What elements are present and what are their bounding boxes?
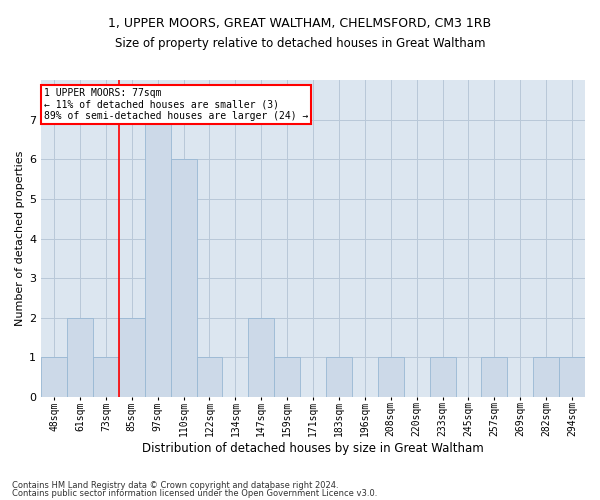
Text: Contains HM Land Registry data © Crown copyright and database right 2024.: Contains HM Land Registry data © Crown c… <box>12 480 338 490</box>
Text: Contains public sector information licensed under the Open Government Licence v3: Contains public sector information licen… <box>12 489 377 498</box>
Bar <box>93 358 119 397</box>
Bar <box>119 318 145 397</box>
Bar <box>430 358 455 397</box>
Bar <box>481 358 508 397</box>
Text: Size of property relative to detached houses in Great Waltham: Size of property relative to detached ho… <box>115 38 485 51</box>
Bar <box>378 358 404 397</box>
Bar <box>533 358 559 397</box>
Text: 1 UPPER MOORS: 77sqm
← 11% of detached houses are smaller (3)
89% of semi-detach: 1 UPPER MOORS: 77sqm ← 11% of detached h… <box>44 88 308 121</box>
Bar <box>170 160 197 397</box>
Y-axis label: Number of detached properties: Number of detached properties <box>15 151 25 326</box>
Bar <box>145 120 170 397</box>
X-axis label: Distribution of detached houses by size in Great Waltham: Distribution of detached houses by size … <box>142 442 484 455</box>
Bar <box>326 358 352 397</box>
Text: 1, UPPER MOORS, GREAT WALTHAM, CHELMSFORD, CM3 1RB: 1, UPPER MOORS, GREAT WALTHAM, CHELMSFOR… <box>109 18 491 30</box>
Bar <box>559 358 585 397</box>
Bar <box>41 358 67 397</box>
Bar <box>248 318 274 397</box>
Bar <box>67 318 93 397</box>
Bar <box>197 358 223 397</box>
Bar <box>274 358 300 397</box>
